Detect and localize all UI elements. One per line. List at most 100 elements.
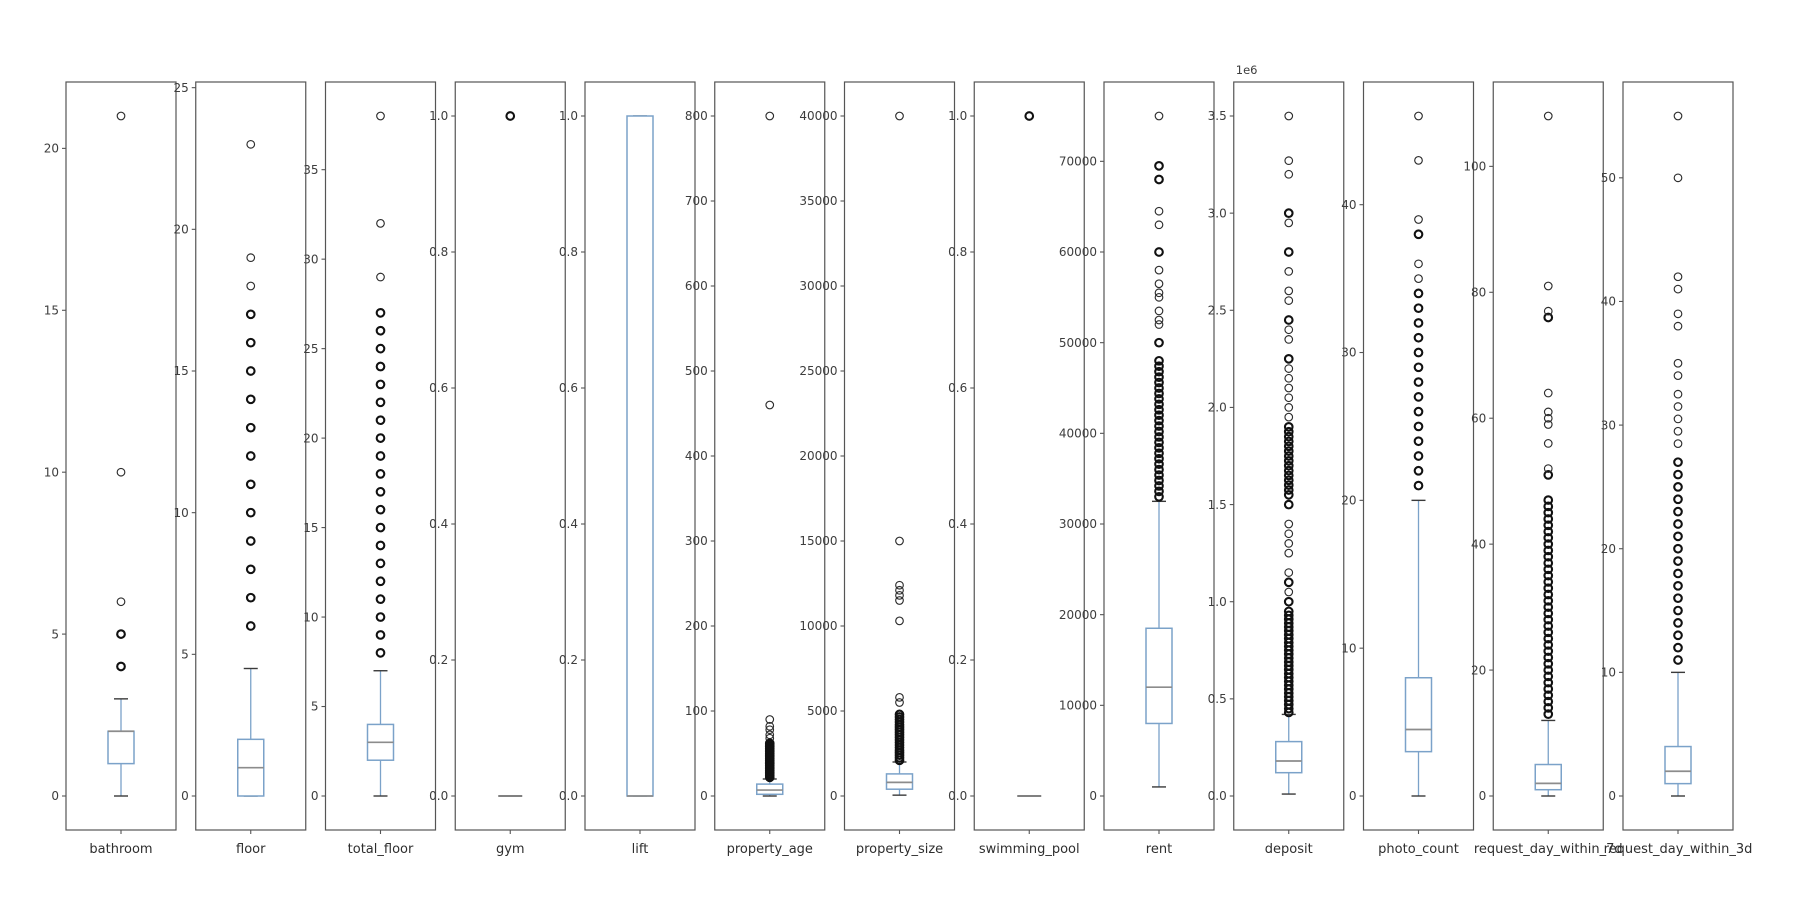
outlier-point xyxy=(1283,465,1294,476)
outlier-point xyxy=(1284,519,1294,529)
outlier-point xyxy=(1283,451,1294,461)
y-tick-label: 20 xyxy=(1601,542,1616,556)
y-tick-label: 0 xyxy=(1349,789,1357,803)
outlier-point xyxy=(1543,608,1554,619)
outlier-point xyxy=(375,451,386,461)
outlier-point xyxy=(765,400,775,410)
outlier-point xyxy=(895,596,904,605)
outlier-point xyxy=(1414,111,1423,121)
box xyxy=(107,730,135,765)
outlier-point xyxy=(375,469,386,479)
box xyxy=(756,783,784,796)
outlier-point xyxy=(1543,602,1554,612)
outlier-point xyxy=(1673,439,1683,449)
outlier-point xyxy=(1414,259,1423,269)
y-tick-label: 1.0 xyxy=(429,109,448,123)
y-tick-label: 5 xyxy=(311,700,319,714)
outlier-point xyxy=(1543,658,1554,669)
y-tick-label: 0.0 xyxy=(429,789,448,803)
panel-floor: 0 5 10 15 20 25 floor xyxy=(173,81,307,857)
outlier-point xyxy=(375,594,386,605)
outlier-point xyxy=(1283,490,1294,500)
outlier-point xyxy=(1413,480,1424,491)
outlier-point xyxy=(1284,267,1294,276)
box xyxy=(1534,763,1562,791)
outlier-point xyxy=(1543,614,1554,625)
outlier-point xyxy=(1543,388,1553,398)
outlier-point xyxy=(1543,514,1554,524)
outlier-point xyxy=(1543,470,1554,480)
outlier-point xyxy=(1284,325,1294,335)
outlier-point xyxy=(1543,621,1554,631)
outlier-point xyxy=(1543,703,1554,713)
outlier-point xyxy=(245,507,256,518)
outlier-point xyxy=(895,616,904,626)
outlier-point xyxy=(1154,404,1164,415)
outlier-point xyxy=(375,397,386,408)
outlier-point xyxy=(1543,640,1554,650)
outlier-point xyxy=(1673,593,1683,604)
outlier-point xyxy=(375,630,386,640)
y-tick-label: 5000 xyxy=(807,704,838,718)
outlier-point xyxy=(1543,464,1553,473)
outlier-point xyxy=(895,111,904,121)
x-axis-label: property_age xyxy=(727,842,813,857)
y-tick-label: 70000 xyxy=(1059,155,1097,169)
x-axis-label: total_floor xyxy=(348,842,414,857)
outlier-point xyxy=(1154,174,1164,185)
y-tick-label: 25000 xyxy=(799,364,837,378)
outlier-point xyxy=(1283,431,1294,442)
outlier-point xyxy=(1413,451,1424,461)
outlier-point xyxy=(1543,281,1553,291)
outlier-point xyxy=(895,591,904,600)
outlier-point xyxy=(765,111,775,121)
y-tick-label: 700 xyxy=(685,194,708,208)
outlier-point xyxy=(765,715,775,724)
y-tick-label: 1.0 xyxy=(559,109,578,123)
outlier-point xyxy=(1543,533,1554,543)
panel-frame xyxy=(454,81,566,831)
outlier-point xyxy=(245,337,256,348)
outlier-point xyxy=(1673,568,1683,579)
outlier-point xyxy=(1283,456,1294,466)
outlier-point xyxy=(1284,335,1294,344)
outlier-point xyxy=(1543,558,1554,568)
outlier-point xyxy=(1154,448,1164,459)
y-tick-label: 0 xyxy=(830,789,838,803)
outlier-point xyxy=(245,592,256,603)
outlier-point xyxy=(1154,426,1164,437)
outlier-point xyxy=(1414,155,1423,165)
outlier-point xyxy=(375,540,386,551)
outlier-point xyxy=(1154,161,1164,171)
y-tick-label: 0.6 xyxy=(429,381,448,395)
outlier-point xyxy=(116,597,126,607)
outlier-point xyxy=(1413,406,1424,417)
box xyxy=(1664,745,1692,785)
outlier-point xyxy=(1673,519,1683,529)
y-tick-label: 35 xyxy=(303,163,318,177)
y-tick-label: 10000 xyxy=(799,619,837,633)
y-tick-label: 0 xyxy=(1089,789,1097,803)
outlier-point xyxy=(1543,306,1553,316)
outlier-point xyxy=(1284,286,1294,296)
outlier-point xyxy=(764,738,775,749)
outlier-point xyxy=(1154,265,1164,275)
y-tick-label: 0.2 xyxy=(559,653,578,667)
outlier-point xyxy=(1283,475,1294,486)
panel-property_age: 0 100 200 300 400 500 600 700 800 property_age xyxy=(685,81,826,857)
outlier-point xyxy=(116,111,126,121)
outlier-point xyxy=(1413,303,1424,314)
outlier-point xyxy=(1154,453,1164,464)
outlier-point xyxy=(1154,206,1164,216)
outlier-point xyxy=(1673,506,1683,517)
y-tick-label: 40 xyxy=(1601,295,1616,309)
x-axis-label: swimming_pool xyxy=(979,842,1080,857)
outlier-point xyxy=(1154,464,1164,475)
outlier-point xyxy=(1413,332,1424,343)
outlier-point xyxy=(1154,306,1164,316)
outlier-point xyxy=(1543,545,1554,556)
axis-offset-label: 1e6 xyxy=(1236,63,1258,77)
outlier-point xyxy=(1543,570,1554,581)
